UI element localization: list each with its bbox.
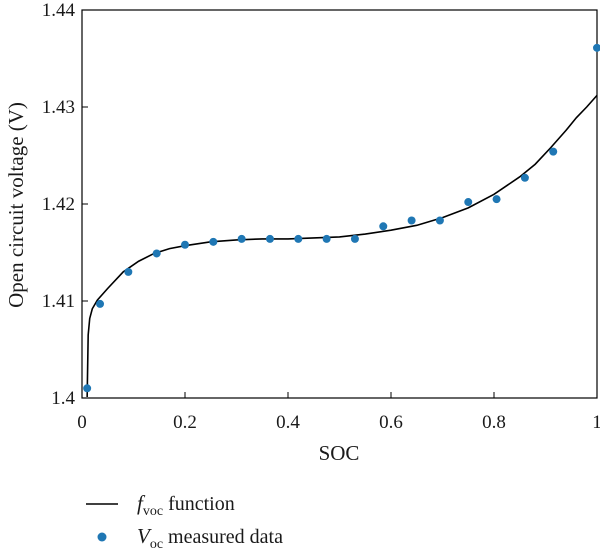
- measured-point: [96, 299, 105, 308]
- measured-point: [379, 222, 388, 231]
- plot-frame: [81, 9, 598, 399]
- measured-point: [549, 147, 558, 156]
- x-tick-label: 0.6: [379, 412, 403, 433]
- measured-point: [435, 216, 444, 225]
- x-tick-label: 0.8: [482, 412, 506, 433]
- measured-point: [294, 234, 303, 243]
- measured-point: [593, 43, 600, 52]
- measured-point: [181, 240, 189, 249]
- y-tick-label: 1.41: [42, 291, 75, 312]
- measured-point: [265, 234, 274, 243]
- x-tick-label: 0.2: [173, 412, 197, 433]
- x-tick-label: 0: [77, 412, 87, 433]
- measured-point: [83, 384, 92, 393]
- x-tick-label: 0.4: [276, 412, 300, 433]
- measured-point: [152, 249, 161, 258]
- measured-point: [124, 267, 133, 276]
- y-axis-label: Open circuit voltage (V): [4, 102, 28, 308]
- y-tick-label: 1.4: [51, 388, 75, 409]
- measured-point: [492, 195, 501, 204]
- measured-point: [322, 234, 331, 243]
- legend-entry-measured: Voc measured data: [137, 524, 283, 550]
- measured-point: [464, 198, 473, 207]
- x-tick-label: 1: [592, 412, 600, 433]
- measured-point: [209, 237, 218, 246]
- y-tick-label: 1.44: [42, 0, 76, 21]
- voc-measured-points: [83, 43, 600, 393]
- legend-entry-function: fvoc function: [137, 491, 235, 519]
- fvoc-function-line: [86, 94, 598, 398]
- y-tick-label: 1.43: [42, 97, 75, 118]
- measured-point: [237, 234, 246, 243]
- legend-point-swatch: [97, 532, 107, 542]
- measured-point: [350, 234, 359, 243]
- y-tick-label: 1.42: [42, 194, 75, 215]
- legend: fvoc function Voc measured data: [86, 491, 283, 550]
- axis-ticks: [81, 9, 598, 399]
- measured-point: [520, 173, 529, 182]
- x-axis-label: SOC: [319, 441, 360, 465]
- tick-labels: 0 0.2 0.4 0.6 0.8 1 1.4 1.41 1.42 1.43 1.44: [42, 0, 600, 433]
- measured-point: [407, 216, 416, 225]
